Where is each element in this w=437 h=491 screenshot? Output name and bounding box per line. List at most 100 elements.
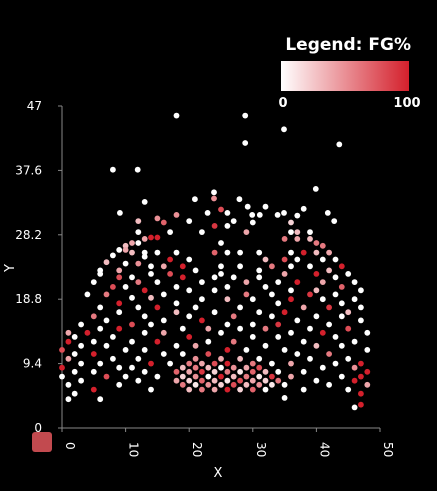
data-point [90,386,97,393]
data-point [154,373,161,380]
y-tick-label: 28.2 [15,228,42,242]
data-point [218,263,224,270]
data-point [199,317,205,324]
data-point [148,234,154,241]
data-point [288,263,294,270]
data-point [281,256,288,263]
data-point [167,360,174,367]
data-point [237,377,244,384]
data-point [141,236,148,242]
data-point [135,260,142,267]
data-point [262,325,269,332]
data-point [269,360,275,367]
data-point [262,386,269,393]
data-point [148,321,154,328]
data-point [242,112,249,119]
data-point [65,329,72,336]
data-point [224,347,231,353]
data-point [154,234,161,241]
data-point [224,296,231,303]
data-point [141,313,148,320]
data-point [97,271,104,277]
data-point [173,377,180,384]
y-tick-labels: 0 9.4 18.8 28.2 37.6 47 [15,99,62,435]
data-point [186,368,193,375]
color-control-button[interactable] [32,432,52,452]
data-point [230,313,237,320]
data-point [307,325,313,332]
data-point [288,219,294,226]
data-point [160,351,167,357]
data-point [199,279,205,285]
x-tick-label: 50 [381,442,395,457]
data-point [358,373,364,380]
data-point [256,274,263,281]
data-point [148,294,154,301]
data-point [110,334,116,340]
x-axis-label: X [214,466,223,481]
data-point [135,304,142,311]
data-point [154,338,161,345]
legend: Legend: FG% 0 100 [278,35,420,111]
data-point [256,355,263,362]
data-point [122,347,129,353]
data-point [288,249,294,256]
data-point [122,284,129,290]
data-point [256,309,263,316]
data-point [84,291,91,298]
data-point [300,386,307,393]
data-point [236,196,243,203]
data-point [351,364,358,371]
data-point [358,317,364,324]
y-axis-label: Y [3,264,18,273]
data-point [319,296,326,303]
data-point [345,325,352,332]
data-point [179,373,186,380]
data-point [129,249,135,256]
data-point [173,309,180,316]
data-point [205,325,212,332]
data-point [300,338,307,345]
data-point [116,325,123,332]
data-point [262,377,269,384]
data-point [313,342,320,349]
data-point [230,274,237,281]
data-point [160,263,167,270]
x-tick-label: 0 [63,442,77,450]
data-point [288,287,294,294]
data-point [269,373,275,380]
data-point [192,342,199,349]
data-point [192,381,199,388]
data-point [237,368,244,375]
data-point [307,236,313,242]
data-point [90,368,97,375]
data-point [243,347,250,353]
data-point [135,240,142,246]
data-point [237,386,244,393]
data-point [116,300,123,307]
data-point [192,373,199,380]
data-point [205,381,212,388]
data-point [154,279,161,285]
data-point [173,112,180,119]
data-point [345,355,352,362]
data-point [249,377,256,384]
data-point [256,381,263,388]
data-point [173,342,180,349]
data-point [141,368,148,375]
data-point [160,317,167,324]
data-point [135,218,142,225]
x-tick-label: 30 [254,442,268,457]
data-point [122,247,129,253]
data-point [116,309,123,316]
data-point [237,325,244,332]
data-point [141,329,148,336]
data-point [211,189,217,196]
data-point [129,274,135,281]
data-point [71,390,78,397]
data-point [90,351,97,357]
data-point [211,360,218,367]
data-point [97,325,104,332]
y-tick-label: 0 [34,421,42,435]
data-point [218,240,224,246]
